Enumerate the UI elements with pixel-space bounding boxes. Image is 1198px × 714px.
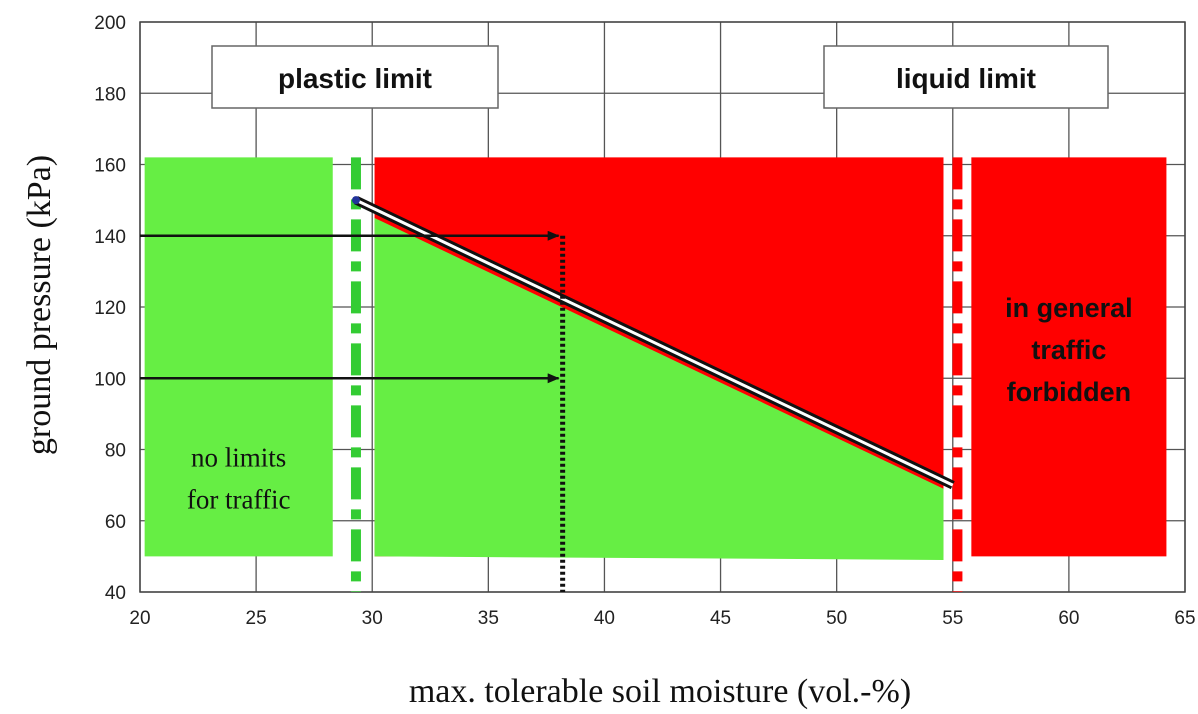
zone-label: traffic [1031,335,1106,365]
zone-area [144,157,333,557]
x-tick-label: 50 [826,608,847,629]
x-tick-label: 65 [1174,608,1195,629]
y-tick-label: 120 [94,298,126,319]
x-tick-label: 25 [246,608,267,629]
y-tick-label: 160 [94,156,126,177]
tick-labels: 20 25 30 35 40 45 50 55 60 65 40 60 80 100 120 140 160 18… [94,13,1195,629]
zone-label: forbidden [1007,377,1131,407]
zone-label: in general [1005,293,1133,323]
limit-lines [350,157,963,592]
zone-area [971,157,1167,557]
y-tick-label: 40 [105,583,126,604]
limit-label: plastic limit [278,63,432,94]
data-point [351,196,360,205]
y-tick-label: 60 [105,512,126,533]
x-tick-label: 60 [1058,608,1079,629]
limit-label-box [823,45,1109,109]
text-labels: no limits for traffic in general traffic for… [187,45,1133,515]
x-axis-title: max. tolerable soil moisture (vol.-%) [409,673,911,710]
data-marks [140,196,955,592]
x-tick-label: 45 [710,608,731,629]
zone-label: no limits [191,443,286,473]
y-tick-label: 140 [94,227,126,248]
x-tick-label: 30 [362,608,383,629]
series-line [355,198,954,487]
zone-area [374,217,944,560]
limit-label: liquid limit [896,63,1036,94]
x-tick-label: 55 [942,608,963,629]
y-tick-label: 200 [94,13,126,34]
x-tick-label: 40 [594,608,615,629]
x-tick-label: 20 [129,608,150,629]
zone-label: for traffic [187,485,291,515]
y-axis-title: ground pressure (kPa) [21,155,58,455]
y-tick-label: 80 [105,441,126,462]
limit-label-box [211,45,499,109]
y-tick-label: 100 [94,369,126,390]
y-tick-label: 180 [94,84,126,105]
plot-frame [139,21,1186,593]
x-tick-label: 35 [478,608,499,629]
zones [144,157,1167,560]
